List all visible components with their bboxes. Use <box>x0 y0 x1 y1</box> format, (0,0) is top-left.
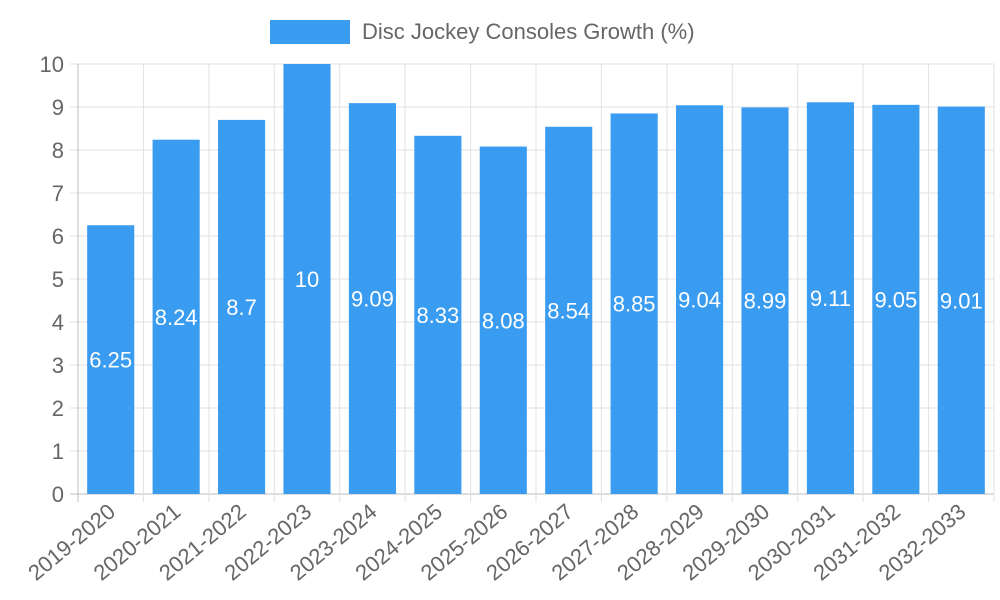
legend[interactable]: Disc Jockey Consoles Growth (%) <box>270 18 695 46</box>
data-label: 8.7 <box>226 295 257 320</box>
y-tick-label: 5 <box>52 267 64 292</box>
legend-label: Disc Jockey Consoles Growth (%) <box>362 19 695 44</box>
y-tick-label: 1 <box>52 439 64 464</box>
y-tick-label: 9 <box>52 95 64 120</box>
data-label: 9.04 <box>678 288 721 313</box>
data-label: 9.05 <box>874 287 917 312</box>
bar[interactable] <box>283 64 331 494</box>
y-tick-label: 7 <box>52 181 64 206</box>
bar[interactable] <box>741 107 789 495</box>
data-label: 8.24 <box>155 305 198 330</box>
data-label: 9.11 <box>810 286 851 311</box>
data-label: 9.09 <box>351 287 394 312</box>
bar[interactable] <box>152 139 200 494</box>
bar[interactable] <box>937 106 985 494</box>
bar[interactable] <box>218 119 266 495</box>
bar[interactable] <box>545 126 593 494</box>
y-tick-label: 4 <box>52 310 64 335</box>
data-label: 8.54 <box>547 298 590 323</box>
y-tick-label: 10 <box>40 52 64 77</box>
bar[interactable] <box>87 225 135 494</box>
y-tick-label: 8 <box>52 138 64 163</box>
bar[interactable] <box>806 102 854 495</box>
data-label: 8.99 <box>744 289 787 314</box>
bar[interactable] <box>414 135 462 494</box>
bar[interactable] <box>610 113 658 494</box>
y-tick-label: 2 <box>52 396 64 421</box>
data-label: 8.85 <box>613 292 656 317</box>
data-label: 9.01 <box>940 288 983 313</box>
y-tick-label: 0 <box>52 482 64 507</box>
data-label: 6.25 <box>89 348 132 373</box>
data-label: 10 <box>295 267 319 292</box>
legend-swatch <box>270 20 350 44</box>
bar[interactable] <box>348 103 396 494</box>
bar[interactable] <box>479 146 527 494</box>
y-tick-label: 6 <box>52 224 64 249</box>
data-label: 8.33 <box>416 303 459 328</box>
bar[interactable] <box>676 105 724 494</box>
y-tick-label: 3 <box>52 353 64 378</box>
bar[interactable] <box>872 104 920 494</box>
data-label: 8.08 <box>482 308 525 333</box>
